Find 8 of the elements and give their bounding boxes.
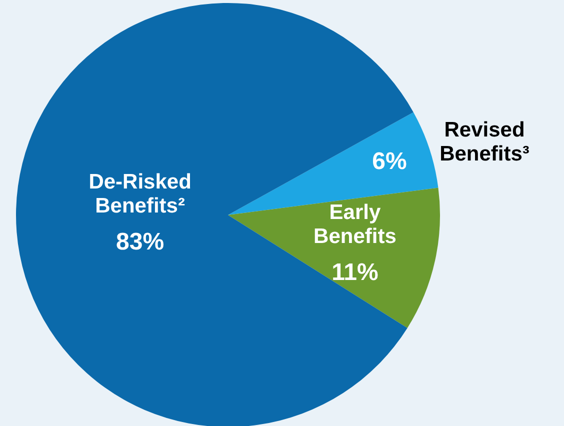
pie-slice xyxy=(16,3,414,426)
data-label: 6% xyxy=(372,148,407,175)
slice-label: Revised Benefits³ xyxy=(440,118,530,166)
slice-label: Early Benefits xyxy=(314,200,396,248)
pie-slice xyxy=(228,188,440,328)
slice-label: De-Risked Benefits² xyxy=(88,170,192,218)
data-label: 11% xyxy=(332,258,378,286)
data-label: 83% xyxy=(116,228,164,256)
